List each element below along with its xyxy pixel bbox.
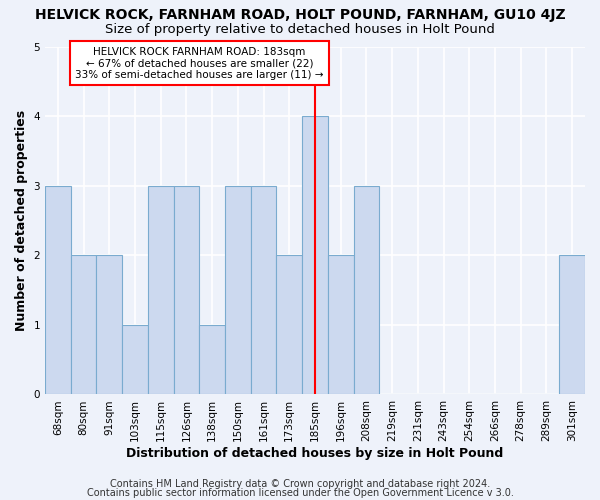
Bar [148, 186, 173, 394]
Bar [199, 325, 225, 394]
Bar [122, 325, 148, 394]
Bar [251, 186, 277, 394]
Bar [328, 256, 353, 394]
Y-axis label: Number of detached properties: Number of detached properties [15, 110, 28, 331]
Bar [559, 256, 585, 394]
Bar [71, 256, 97, 394]
Bar [225, 186, 251, 394]
Text: Contains public sector information licensed under the Open Government Licence v : Contains public sector information licen… [86, 488, 514, 498]
Text: Contains HM Land Registry data © Crown copyright and database right 2024.: Contains HM Land Registry data © Crown c… [110, 479, 490, 489]
Bar [277, 256, 302, 394]
Bar [97, 256, 122, 394]
X-axis label: Distribution of detached houses by size in Holt Pound: Distribution of detached houses by size … [127, 447, 503, 460]
Text: Size of property relative to detached houses in Holt Pound: Size of property relative to detached ho… [105, 22, 495, 36]
Bar [173, 186, 199, 394]
Bar [353, 186, 379, 394]
Bar [45, 186, 71, 394]
Text: HELVICK ROCK, FARNHAM ROAD, HOLT POUND, FARNHAM, GU10 4JZ: HELVICK ROCK, FARNHAM ROAD, HOLT POUND, … [35, 8, 565, 22]
Bar [302, 116, 328, 394]
Text: HELVICK ROCK FARNHAM ROAD: 183sqm
← 67% of detached houses are smaller (22)
33% : HELVICK ROCK FARNHAM ROAD: 183sqm ← 67% … [75, 46, 323, 80]
